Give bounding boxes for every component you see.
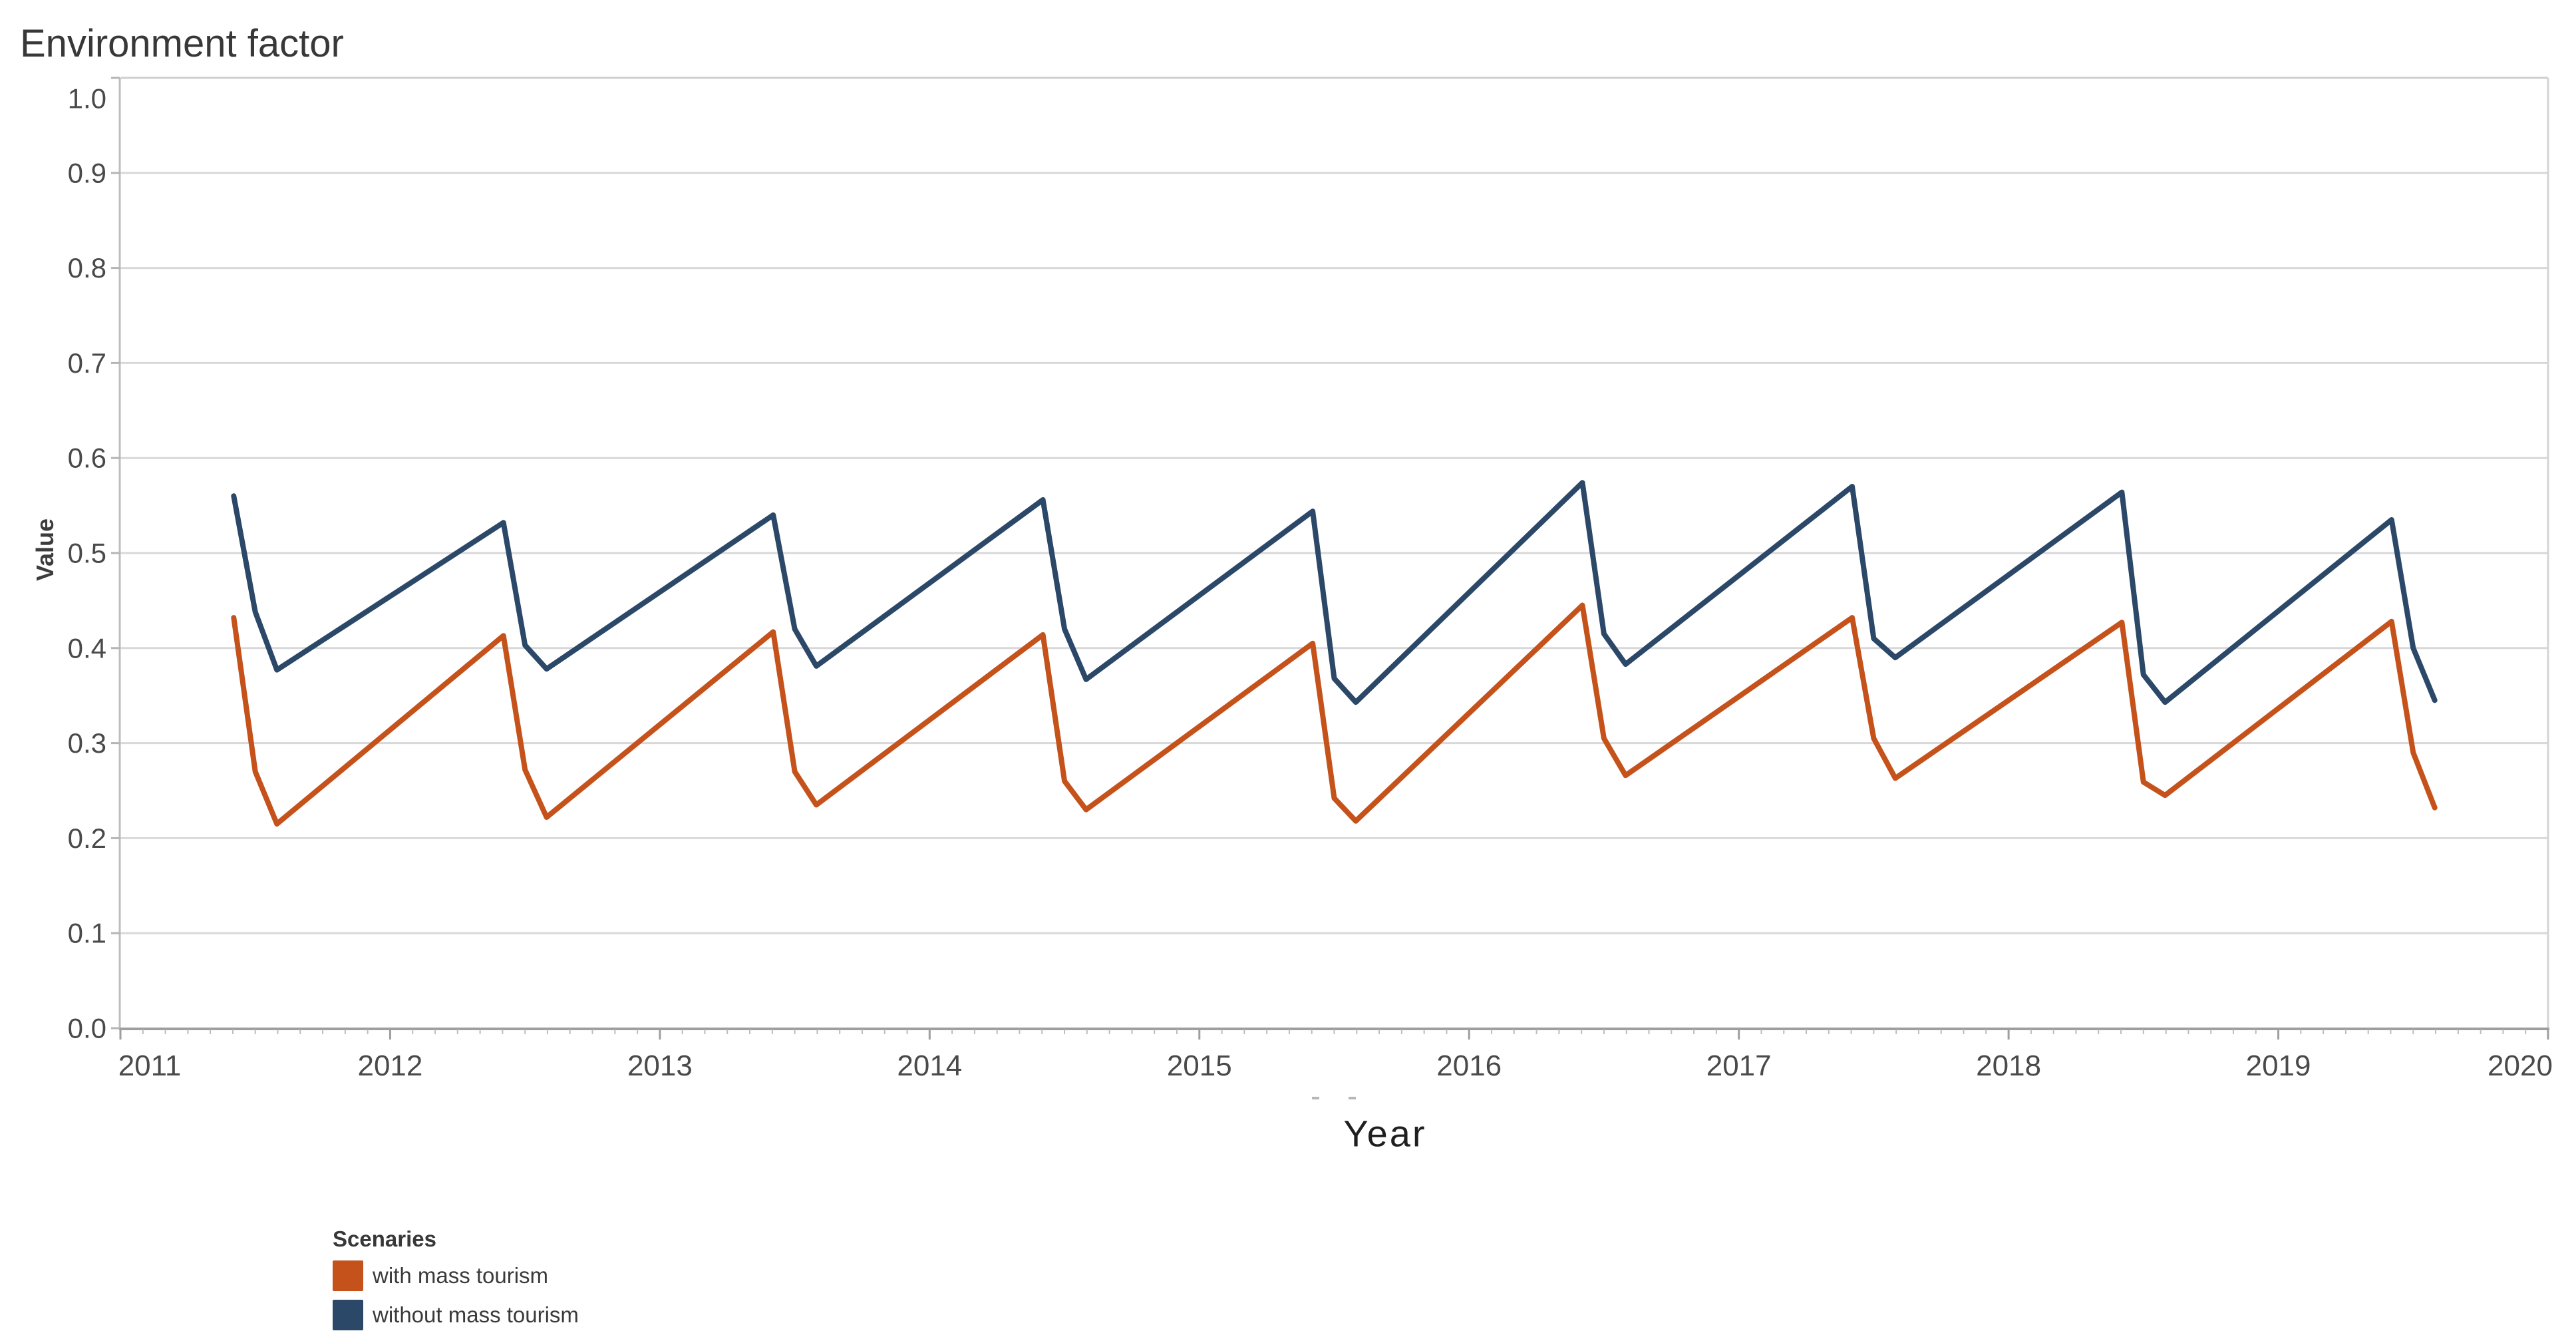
y-tick-label: 0.8 [68, 252, 106, 284]
legend-swatch-without-mass-tourism[interactable] [333, 1300, 363, 1330]
y-tick-label: 0.7 [68, 347, 106, 379]
legend-item-without-mass-tourism[interactable]: without mass tourism [333, 1300, 579, 1330]
x-tick-label: 2015 [1167, 1050, 1232, 1082]
legend-item-with-mass-tourism[interactable]: with mass tourism [333, 1260, 579, 1291]
chart-title: Environment factor [20, 22, 344, 65]
y-tick-label: 0.0 [68, 1013, 106, 1044]
x-tick-label: 2011 [118, 1050, 182, 1082]
x-tick-label: 2013 [627, 1050, 693, 1082]
legend-title: Scenaries [333, 1227, 436, 1251]
stray-mark [1349, 1097, 1356, 1099]
legend-item-label: with mass tourism [373, 1263, 549, 1288]
x-tick-label: 2019 [2246, 1050, 2311, 1082]
x-tick-label: 2017 [1706, 1050, 1772, 1082]
y-tick-label: 1.0 [68, 83, 106, 114]
y-axis-title: Value [31, 518, 59, 582]
series-line-with-mass-tourism [231, 602, 2438, 827]
x-tick-label: 2018 [1976, 1050, 2041, 1082]
x-axis-title: Year [1343, 1112, 1427, 1155]
y-tick-label: 0.2 [68, 823, 106, 854]
legend-swatch-with-mass-tourism[interactable] [333, 1260, 363, 1291]
x-tick-label: 2012 [357, 1050, 422, 1082]
x-tick-label: 2014 [897, 1050, 962, 1082]
y-tick-label: 0.1 [68, 918, 106, 949]
legend: Scenaries with mass tourism without mass… [333, 1227, 579, 1330]
y-tick-label: 0.6 [68, 443, 106, 474]
y-tick-label: 0.9 [68, 157, 106, 188]
series-line-without-mass-tourism [231, 480, 2438, 705]
y-tick-label: 0.4 [68, 632, 106, 664]
stray-mark [1312, 1097, 1319, 1099]
legend-item-label: without mass tourism [373, 1302, 579, 1327]
x-tick-label: 2016 [1436, 1050, 1502, 1082]
y-tick-label: 0.5 [68, 538, 106, 569]
y-tick-label: 0.3 [68, 727, 106, 759]
x-tick-label: 2020 [2488, 1050, 2553, 1082]
